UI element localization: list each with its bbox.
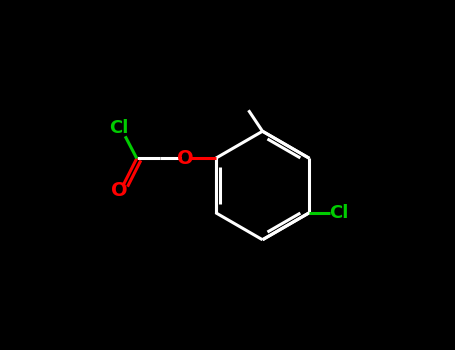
Text: Cl: Cl: [329, 204, 348, 222]
Text: O: O: [111, 181, 127, 201]
Text: O: O: [177, 149, 194, 168]
Text: Cl: Cl: [110, 119, 129, 137]
